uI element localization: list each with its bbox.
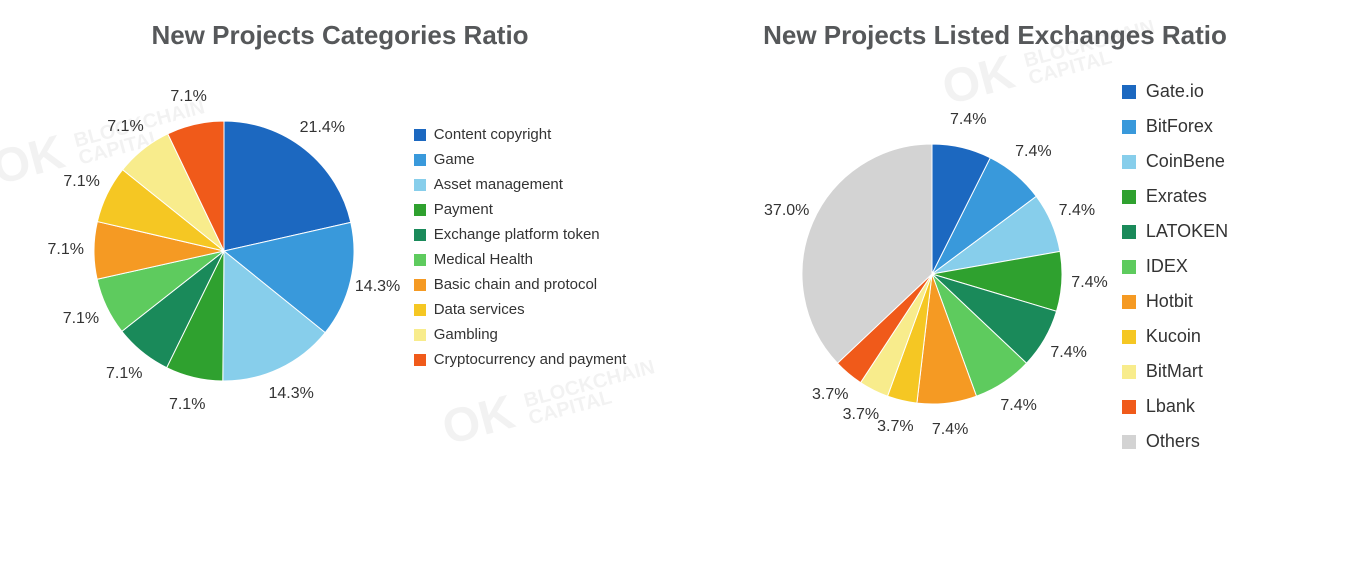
legend-label: IDEX	[1146, 256, 1188, 277]
legend-item: Exrates	[1122, 186, 1228, 207]
pie-slice-label: 7.1%	[63, 310, 99, 328]
legend-label: Exrates	[1146, 186, 1207, 207]
pie-slice-label: 7.1%	[170, 88, 206, 106]
legend-swatch	[1122, 155, 1136, 169]
legend-item: Hotbit	[1122, 291, 1228, 312]
legend-label: Game	[434, 151, 475, 168]
legend-swatch	[414, 329, 426, 341]
pie-slice-label: 3.7%	[877, 418, 913, 436]
legend-label: CoinBene	[1146, 151, 1225, 172]
pie-slice-label: 14.3%	[268, 385, 313, 403]
pie-slice-label: 21.4%	[300, 119, 345, 137]
chart-categories: New Projects Categories Ratio 21.4% 14.3%…	[20, 20, 660, 555]
legend-swatch	[414, 304, 426, 316]
legend-swatch	[1122, 330, 1136, 344]
pie-slice-label: 7.4%	[932, 421, 968, 439]
chart-exchanges-pie: 7.4%7.4%7.4%7.4%7.4%7.4%7.4%3.7%3.7%3.7%…	[762, 104, 1102, 444]
pie-slice-label: 7.1%	[169, 396, 205, 414]
legend-swatch	[414, 154, 426, 166]
legend-swatch	[1122, 400, 1136, 414]
legend-item: Kucoin	[1122, 326, 1228, 347]
legend-label: Content copyright	[434, 126, 552, 143]
legend-label: Others	[1146, 431, 1200, 452]
legend-swatch	[1122, 85, 1136, 99]
legend-label: LATOKEN	[1146, 221, 1228, 242]
legend-item: BitForex	[1122, 116, 1228, 137]
legend-item: Lbank	[1122, 396, 1228, 417]
legend-item: IDEX	[1122, 256, 1228, 277]
pie-slice-label: 3.7%	[843, 406, 879, 424]
legend-item: Medical Health	[414, 251, 627, 268]
legend-label: BitMart	[1146, 361, 1203, 382]
legend-label: Medical Health	[434, 251, 533, 268]
legend-label: Data services	[434, 301, 525, 318]
legend-swatch	[414, 229, 426, 241]
legend-item: Payment	[414, 201, 627, 218]
legend-swatch	[1122, 435, 1136, 449]
legend-swatch	[1122, 225, 1136, 239]
legend-item: Basic chain and protocol	[414, 276, 627, 293]
chart-exchanges-legend: Gate.io BitForex CoinBene Exrates LATOKEN IDE…	[1122, 81, 1228, 466]
chart-exchanges: New Projects Listed Exchanges Ratio 7.4%…	[660, 20, 1330, 555]
legend-item: Game	[414, 151, 627, 168]
legend-label: Payment	[434, 201, 493, 218]
chart-categories-pie: 21.4%14.3%14.3%7.1%7.1%7.1%7.1%7.1%7.1%7…	[54, 81, 394, 421]
legend-swatch	[1122, 260, 1136, 274]
pie-slice-label: 7.1%	[106, 365, 142, 383]
pie-slice-label: 7.4%	[1071, 274, 1107, 292]
pie-slice-label: 7.1%	[47, 241, 83, 259]
pie-slice-label: 7.4%	[1015, 143, 1051, 161]
legend-item: Content copyright	[414, 126, 627, 143]
legend-item: Gate.io	[1122, 81, 1228, 102]
legend-label: Lbank	[1146, 396, 1195, 417]
legend-item: Gambling	[414, 326, 627, 343]
legend-swatch	[414, 179, 426, 191]
legend-label: Kucoin	[1146, 326, 1201, 347]
pie-slice-label: 7.1%	[107, 118, 143, 136]
legend-item: Asset management	[414, 176, 627, 193]
legend-label: Exchange platform token	[434, 226, 600, 243]
legend-item: Others	[1122, 431, 1228, 452]
pie-slice-label: 7.1%	[63, 173, 99, 191]
pie-slice-label: 7.4%	[1050, 344, 1086, 362]
legend-item: CoinBene	[1122, 151, 1228, 172]
chart-categories-title: New Projects Categories Ratio	[151, 20, 528, 51]
legend-swatch	[414, 129, 426, 141]
legend-item: Exchange platform token	[414, 226, 627, 243]
legend-swatch	[414, 279, 426, 291]
legend-item: BitMart	[1122, 361, 1228, 382]
pie-slice-label: 14.3%	[355, 278, 400, 296]
legend-swatch	[414, 204, 426, 216]
legend-label: Asset management	[434, 176, 563, 193]
pie-slice-label: 7.4%	[1059, 202, 1095, 220]
legend-swatch	[1122, 190, 1136, 204]
legend-label: BitForex	[1146, 116, 1213, 137]
legend-swatch	[1122, 120, 1136, 134]
legend-swatch	[414, 254, 426, 266]
pie-slice-label: 7.4%	[950, 111, 986, 129]
legend-label: Basic chain and protocol	[434, 276, 597, 293]
legend-label: Gambling	[434, 326, 498, 343]
pie-slice-label: 3.7%	[812, 386, 848, 404]
chart-categories-legend: Content copyright Game Asset management Pay…	[414, 126, 627, 376]
legend-label: Gate.io	[1146, 81, 1204, 102]
legend-item: LATOKEN	[1122, 221, 1228, 242]
legend-item: Cryptocurrency and payment	[414, 351, 627, 368]
legend-label: Hotbit	[1146, 291, 1193, 312]
legend-swatch	[1122, 365, 1136, 379]
pie-slice-label: 37.0%	[764, 202, 809, 220]
legend-swatch	[414, 354, 426, 366]
pie-slice-label: 7.4%	[1000, 397, 1036, 415]
legend-item: Data services	[414, 301, 627, 318]
chart-exchanges-title: New Projects Listed Exchanges Ratio	[763, 20, 1227, 51]
charts-container: New Projects Categories Ratio 21.4% 14.3%…	[20, 20, 1330, 555]
legend-swatch	[1122, 295, 1136, 309]
legend-label: Cryptocurrency and payment	[434, 351, 627, 368]
